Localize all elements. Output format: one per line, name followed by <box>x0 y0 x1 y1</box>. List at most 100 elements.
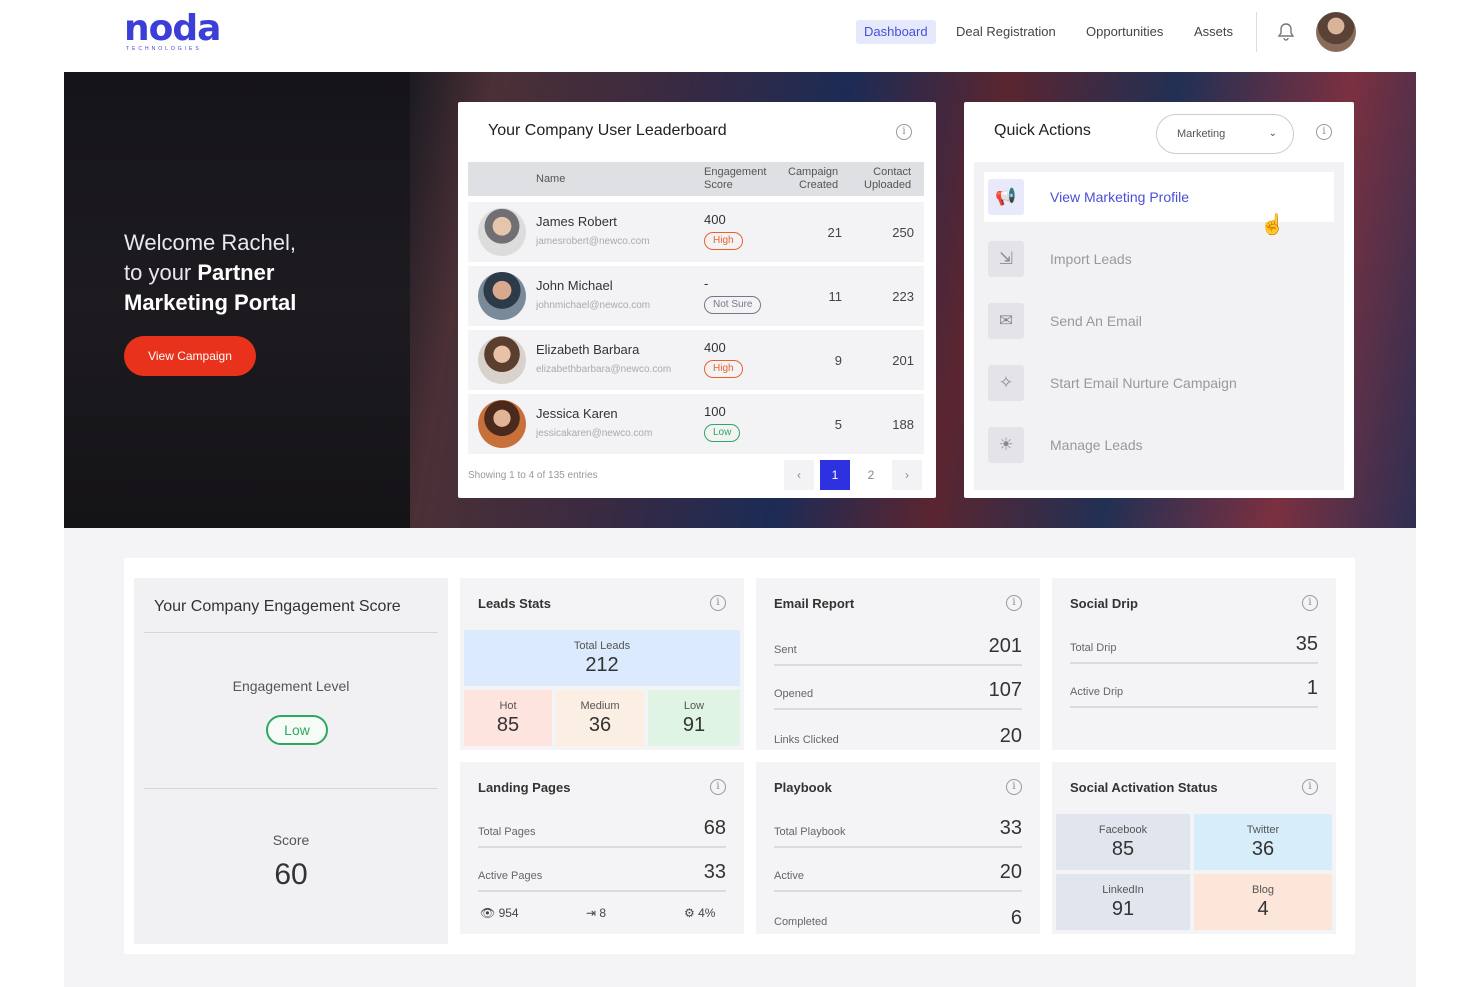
view-campaign-button[interactable]: View Campaign <box>124 336 256 376</box>
tile-label: Medium <box>580 700 620 712</box>
quick-action-send-email[interactable]: ✉ Send An Email <box>984 296 1334 346</box>
stat-row: Total Drip 35 <box>1070 624 1318 664</box>
login-arrow-icon: ⇥ <box>586 906 600 920</box>
quick-actions-title: Quick Actions <box>994 122 1091 139</box>
rate-value: 4% <box>698 906 716 920</box>
info-icon[interactable]: i <box>710 779 726 795</box>
medium-leads-tile: Medium 36 <box>556 690 644 746</box>
conversion-rate: ⚙ 4% <box>684 906 715 920</box>
contact-count: 250 <box>892 225 914 240</box>
quick-action-import-leads[interactable]: ⇲ Import Leads <box>984 234 1334 284</box>
col-campaign-line-2: Created <box>799 179 839 191</box>
page-2-button[interactable]: 2 <box>867 468 875 482</box>
tile-value: 91 <box>682 714 706 736</box>
table-row[interactable]: Jessica Karen jessicakaren@newco.com 100… <box>468 394 924 454</box>
gear-icon: ⚙ <box>684 906 699 920</box>
envelope-icon: ✉ <box>988 303 1024 339</box>
campaign-count: 5 <box>834 417 842 432</box>
info-icon[interactable]: i <box>1006 595 1022 611</box>
stat-label: Total Pages <box>478 826 536 838</box>
nav-deal-registration[interactable]: Deal Registration <box>956 24 1056 39</box>
social-activation-card: Social Activation Status i Facebook 85 T… <box>1052 762 1336 934</box>
eye-icon: 👁 <box>480 906 499 920</box>
user-email: jessicakaren@newco.com <box>536 428 653 439</box>
stat-row: Links Clicked 20 <box>774 714 1022 754</box>
table-row[interactable]: Elizabeth Barbara elizabethbarbara@newco… <box>468 330 924 390</box>
stat-value: 33 <box>999 817 1022 839</box>
score-label: Score <box>272 832 310 848</box>
user-name: John Michael <box>536 278 613 293</box>
logo-wordmark: noda <box>124 8 221 49</box>
user-email: johnmichael@newco.com <box>536 300 651 311</box>
tile-value: 212 <box>585 654 619 676</box>
quick-action-manage-leads[interactable]: ☀ Manage Leads <box>984 420 1334 470</box>
tile-label: Low <box>683 700 705 712</box>
info-icon[interactable]: i <box>1006 779 1022 795</box>
stat-label: Sent <box>774 644 797 656</box>
category-select[interactable]: Marketing ⌄ <box>1156 114 1294 154</box>
stat-value: 35 <box>1295 633 1318 655</box>
stat-row: Sent 201 <box>774 626 1022 666</box>
quick-action-label: View Marketing Profile <box>1050 189 1190 205</box>
logo-tagline: TECHNOLOGIES <box>126 46 202 52</box>
info-icon[interactable]: i <box>710 595 726 611</box>
col-contact-line-2: Uploaded <box>864 179 912 191</box>
col-engagement-line-1: Engagement <box>704 166 767 178</box>
info-icon[interactable]: i <box>1316 124 1332 140</box>
tile-value: 91 <box>1111 898 1135 920</box>
nav-dashboard[interactable]: Dashboard <box>856 20 936 44</box>
engagement-score: 400 <box>704 340 726 355</box>
stat-row: Active Pages 33 <box>478 852 726 892</box>
engagement-score: 100 <box>704 404 726 419</box>
engagement-title: Your Company Engagement Score <box>154 598 401 615</box>
hero-dark-panel <box>64 72 410 528</box>
user-name: Elizabeth Barbara <box>536 342 640 357</box>
low-leads-tile: Low 91 <box>648 690 740 746</box>
welcome-partner: Partner <box>197 260 275 285</box>
lightbulb-icon: ☀ <box>988 427 1024 463</box>
engagement-level-label: Engagement Level <box>232 678 350 694</box>
quick-action-nurture-campaign[interactable]: ✧ Start Email Nurture Campaign <box>984 358 1334 408</box>
campaign-count: 9 <box>834 353 842 368</box>
stat-value: 33 <box>703 861 726 883</box>
contact-count: 223 <box>892 289 914 304</box>
table-row[interactable]: James Robert jamesrobert@newco.com 400 H… <box>468 202 924 262</box>
contact-count: 188 <box>892 417 914 432</box>
megaphone-icon: 📢 <box>988 179 1024 215</box>
email-report-card: Email Report i Sent 201 Opened 107 Links C… <box>756 578 1040 750</box>
welcome-line-3: Marketing Portal <box>124 290 297 315</box>
col-campaign-line-1: Campaign <box>788 166 839 178</box>
user-avatar[interactable] <box>1316 12 1356 52</box>
engagement-level-badge: Low <box>266 715 328 745</box>
leaderboard-header: Name Engagement Score Campaign Created Con… <box>468 162 924 196</box>
page-1-button[interactable]: 1 <box>820 460 850 490</box>
quick-action-view-marketing-profile[interactable]: 📢 View Marketing Profile <box>984 172 1334 222</box>
conversions-value: 8 <box>599 906 607 920</box>
tile-label: Facebook <box>1098 824 1148 836</box>
info-icon[interactable]: i <box>896 124 912 140</box>
campaign-count: 21 <box>827 225 842 240</box>
tile-value: 36 <box>588 714 612 736</box>
tile-label: Hot <box>499 700 517 712</box>
stat-label: Completed <box>774 916 828 928</box>
prev-page-button[interactable]: ‹ <box>784 460 814 490</box>
score-value: 60 <box>274 858 308 891</box>
welcome-line-1: Welcome Rachel, <box>124 230 296 255</box>
table-row[interactable]: John Michael johnmichael@newco.com - Not… <box>468 266 924 326</box>
tile-label: Blog <box>1251 884 1275 896</box>
nav-opportunities[interactable]: Opportunities <box>1086 24 1164 39</box>
email-report-title: Email Report <box>774 596 855 611</box>
col-contact-line-1: Contact <box>873 166 912 178</box>
total-leads-tile: Total Leads 212 <box>464 630 740 686</box>
noda-logo[interactable]: noda TECHNOLOGIES <box>124 8 221 53</box>
info-icon[interactable]: i <box>1302 595 1318 611</box>
info-icon[interactable]: i <box>1302 779 1318 795</box>
avatar <box>478 336 526 384</box>
quick-action-label: Import Leads <box>1050 251 1132 267</box>
nav-assets[interactable]: Assets <box>1194 24 1234 39</box>
campaign-count: 11 <box>828 289 843 304</box>
category-select-value: Marketing <box>1177 128 1226 140</box>
bell-icon[interactable] <box>1276 22 1296 42</box>
next-page-button[interactable]: › <box>892 460 922 490</box>
landing-pages-card: Landing Pages i Total Pages 68 Active Pag… <box>460 762 744 934</box>
